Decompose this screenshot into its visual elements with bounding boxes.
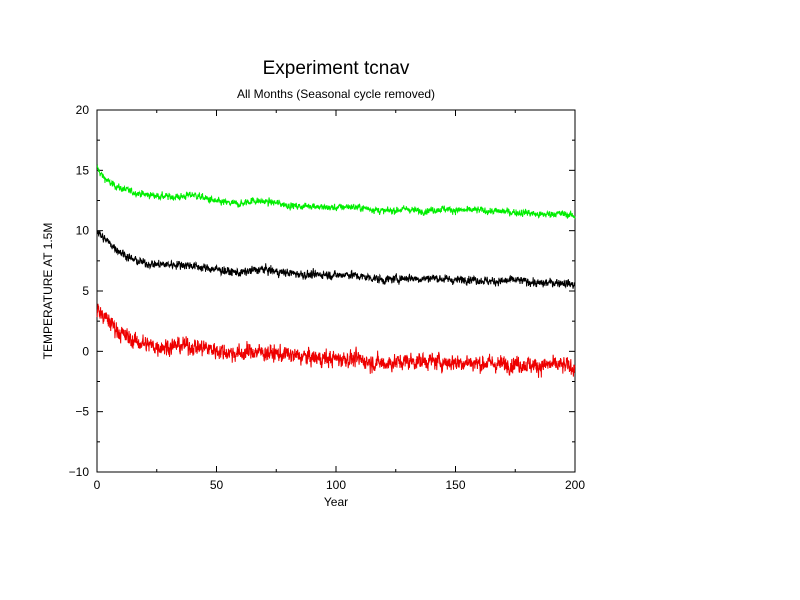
series-line-1 [96,164,576,220]
x-tick-label: 100 [326,478,346,492]
series-line-3 [96,303,576,378]
x-tick-label: 0 [94,478,101,492]
x-tick-label: 50 [210,478,224,492]
series-line-2 [96,230,576,289]
x-tick-label: 200 [565,478,585,492]
x-axis-label: Year [324,495,348,509]
y-tick-label: 10 [76,224,90,238]
y-axis-label: TEMPERATURE AT 1.5M [41,223,55,360]
chart-title: Experiment tcnav [263,58,410,79]
chart-subtitle: All Months (Seasonal cycle removed) [237,87,435,101]
y-tick-label: −5 [75,405,89,419]
x-tick-label: 150 [445,478,465,492]
series-group [96,164,576,378]
y-tick-label: 15 [76,163,90,177]
y-tick-label: −10 [69,465,90,479]
y-tick-label: 20 [76,103,90,117]
axis-ticks: 0 50 100 150 200 −10 −5 0 5 10 15 20 [69,103,586,492]
y-tick-label: 0 [82,344,89,358]
y-tick-label: 5 [82,284,89,298]
plot-frame [96,109,576,473]
